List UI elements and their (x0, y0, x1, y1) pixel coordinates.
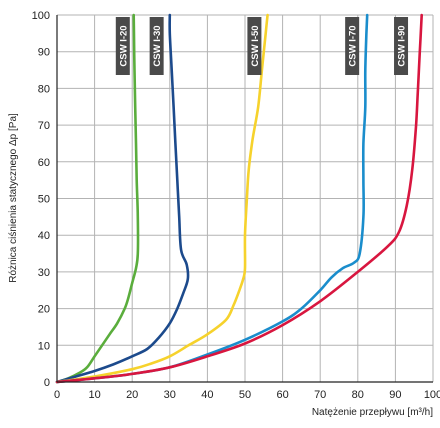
series-tag-background (115, 17, 130, 75)
x-tick-label: 20 (126, 389, 138, 401)
series-tag-background (247, 17, 262, 75)
series-tag-label: CSW I-90 (397, 25, 408, 66)
x-tick-label: 50 (239, 389, 251, 401)
y-tick-label: 10 (38, 340, 50, 352)
series-layer (55, 13, 423, 384)
series-tag-label: CSW I-20 (118, 25, 129, 66)
y-tick-label: 30 (38, 267, 50, 279)
series-tag-background (394, 17, 409, 75)
y-axis-title: Różnica ciśnienia statycznego Δp [Pa] (8, 113, 19, 283)
x-tick-label: 40 (201, 389, 213, 401)
series-tags: CSW I-20 CSW I-30 CSW I-50 CSW I-70 CSW I-90 (115, 17, 409, 75)
x-tick-label: 70 (314, 389, 326, 401)
x-tick-label: 10 (88, 389, 100, 401)
series-tag-background (345, 17, 360, 75)
series-tag-background (149, 17, 164, 75)
y-tick-label: 100 (32, 10, 50, 22)
y-tick-label: 80 (38, 83, 50, 95)
axes: 0 10 20 30 40 50 60 70 80 90 100 0 10 20 30 40 50 60 70 80 9… (32, 10, 440, 401)
x-tick-label: 60 (276, 389, 288, 401)
y-tick-label: 40 (38, 230, 50, 242)
series-line-csw-i-50 (55, 13, 269, 384)
series-tag-label: CSW I-50 (250, 25, 261, 66)
series-tag-csw-i-50: CSW I-50 (247, 17, 262, 75)
series-line-csw-i-30 (55, 13, 190, 384)
series-tag-csw-i-90: CSW I-90 (394, 17, 409, 75)
x-tick-label: 100 (424, 389, 440, 401)
series-line-csw-i-20 (55, 13, 140, 384)
series-line-csw-i-90 (55, 13, 423, 384)
series-tag-label: CSW I-30 (152, 25, 163, 66)
x-tick-label: 90 (389, 389, 401, 401)
x-tick-label: 80 (352, 389, 364, 401)
y-tick-label: 70 (38, 120, 50, 132)
series-tag-csw-i-30: CSW I-30 (149, 17, 164, 75)
y-tick-label: 20 (38, 304, 50, 316)
series-tag-label: CSW I-70 (348, 25, 359, 66)
x-tick-label: 0 (54, 389, 60, 401)
x-tick-label: 30 (164, 389, 176, 401)
y-tick-label: 0 (44, 377, 50, 389)
y-tick-label: 50 (38, 194, 50, 206)
y-tick-label: 90 (38, 47, 50, 59)
series-tag-csw-i-20: CSW I-20 (115, 17, 130, 75)
y-tick-label: 60 (38, 157, 50, 169)
x-axis-title: Natężenie przepływu [m³/h] (312, 407, 433, 418)
series-tag-csw-i-70: CSW I-70 (345, 17, 360, 75)
